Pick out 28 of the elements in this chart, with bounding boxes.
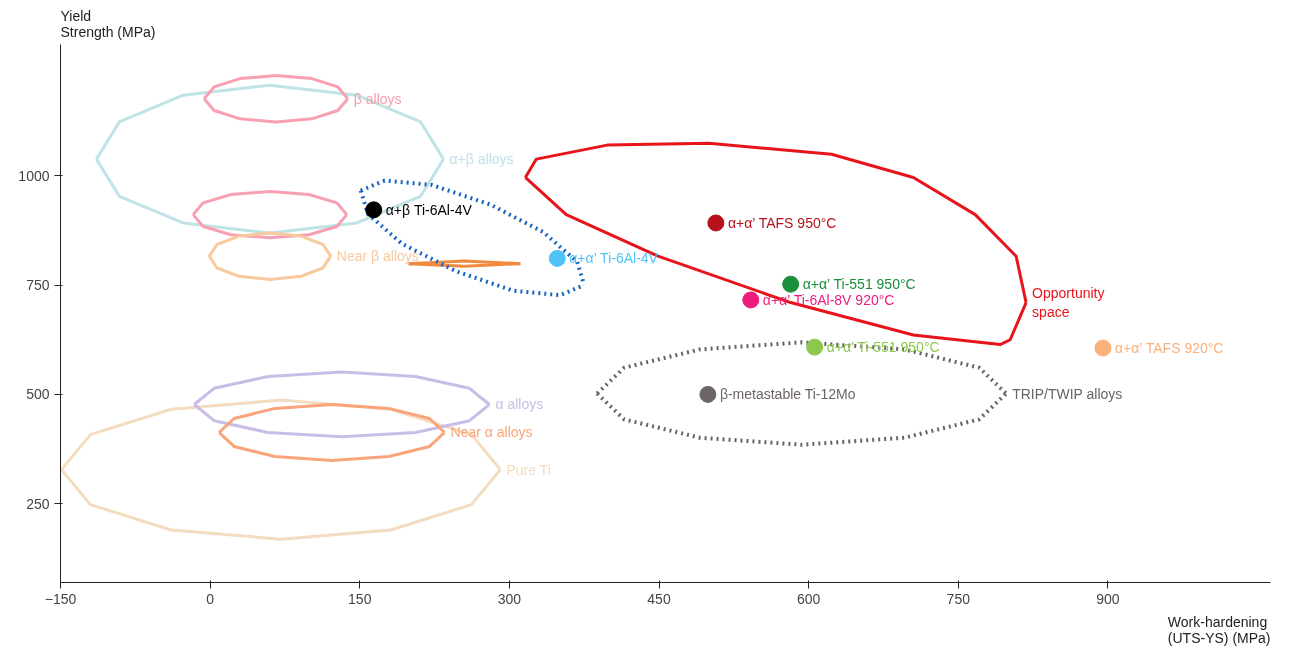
series-label: Opportunity space — [1032, 284, 1105, 321]
x-tick-label: 450 — [647, 590, 671, 607]
series-label: Near β alloys — [336, 248, 419, 265]
x-tick-label: 900 — [1096, 590, 1120, 607]
x-axis-title: Work-hardening (UTS-YS) (MPa) — [1167, 613, 1271, 646]
y-tick-label: 500 — [26, 386, 50, 403]
series-label: α+α’ Ti-551 950°C — [802, 276, 916, 293]
series-label: Pure Ti — [506, 461, 551, 478]
series-label: α+α’ TAFS 950°C — [727, 214, 837, 231]
series-label: α+α’ Ti-6Al-4V — [569, 250, 659, 267]
y-axis-title: Yield Strength (MPa) — [60, 7, 156, 40]
x-tick-label: 150 — [348, 590, 372, 607]
y-tick-label: 750 — [26, 277, 50, 294]
y-tick-label: 250 — [26, 495, 50, 512]
series-label: TRIP/TWIP alloys — [1012, 385, 1123, 402]
series-label: α+β Ti-6Al-4V — [385, 201, 473, 218]
x-tick-label: 750 — [946, 590, 971, 607]
y-tick-label: 1000 — [18, 167, 50, 184]
series-label: α alloys — [495, 396, 544, 413]
x-tick-label: 600 — [796, 590, 821, 607]
x-tick-label: −150 — [44, 590, 77, 607]
x-tick-label: 0 — [206, 590, 215, 607]
series-label: α+α’ TAFS 920°C — [1114, 340, 1224, 357]
x-tick-label: 300 — [497, 590, 522, 607]
series-label: Near α alloys — [450, 424, 533, 441]
series-label: α+α’ Ti-551 950°C — [826, 339, 940, 356]
series-label: β-metastable Ti-12Mo — [719, 386, 856, 403]
series-label: α+β alloys — [449, 151, 514, 168]
